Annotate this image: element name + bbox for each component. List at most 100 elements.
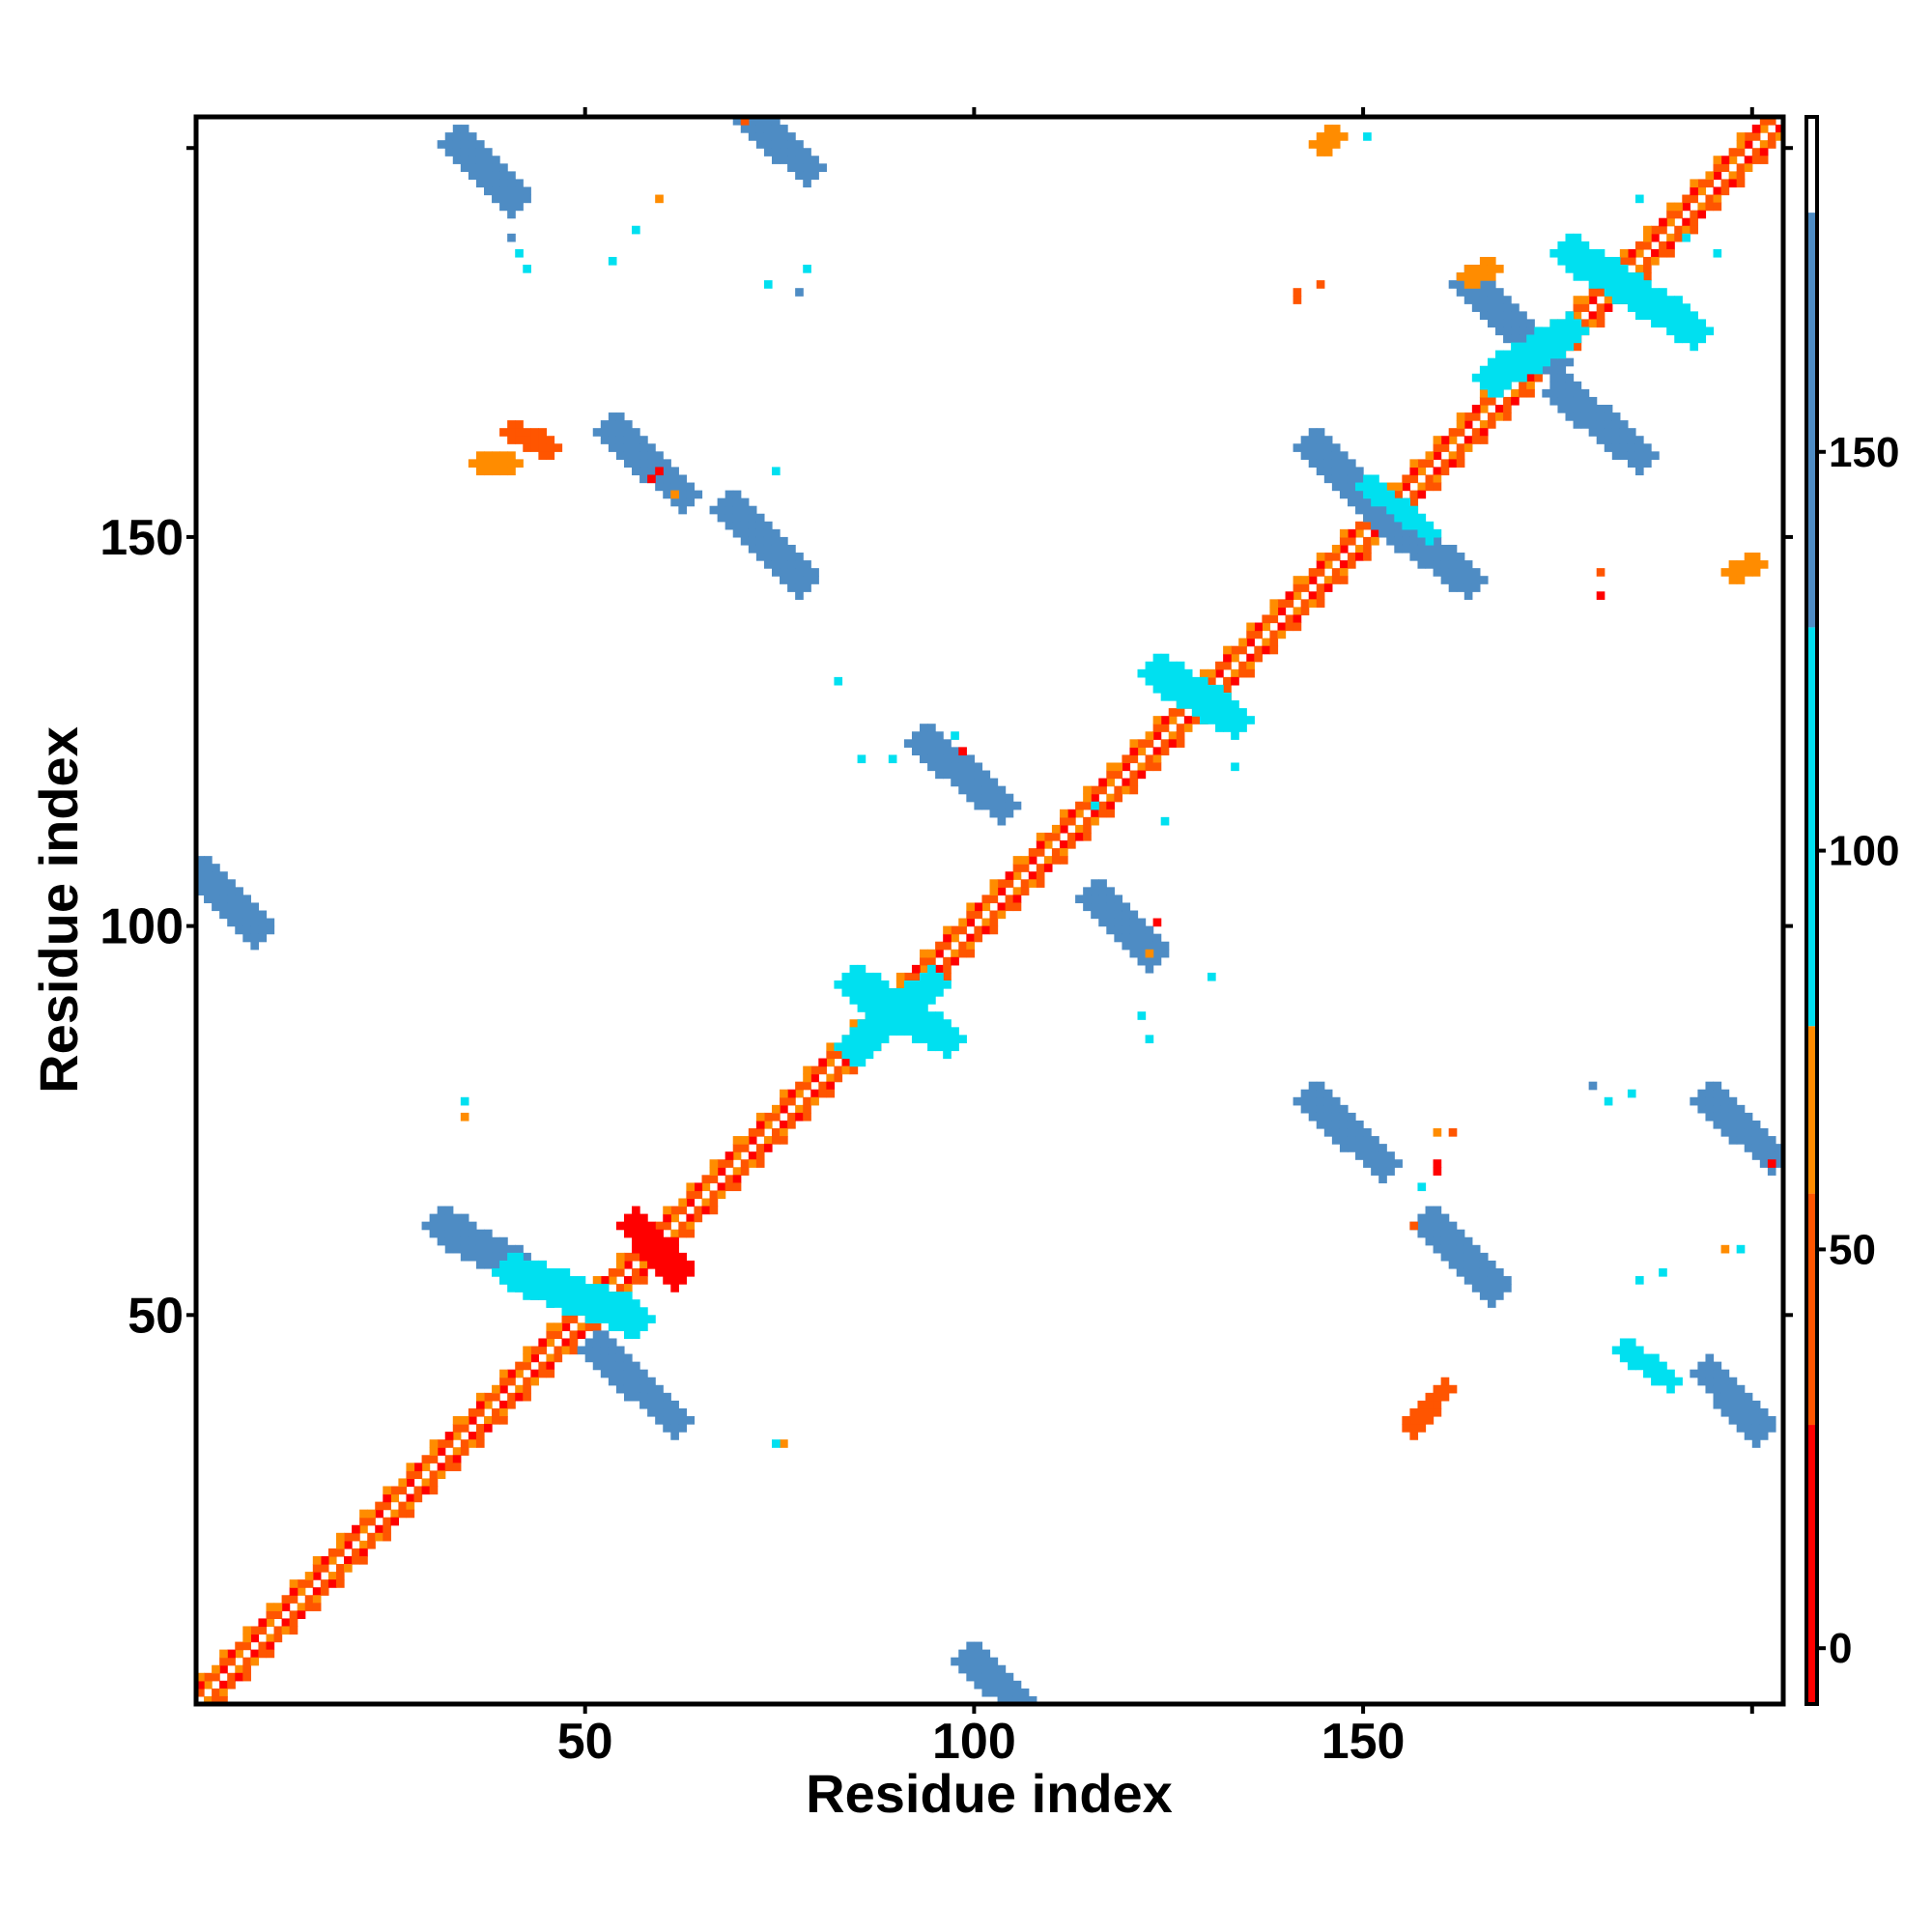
heatmap-cell (1394, 497, 1403, 507)
heatmap-cell (444, 1432, 454, 1440)
heatmap-cell (475, 140, 485, 149)
heatmap-cell (204, 879, 213, 888)
heatmap-cell (227, 879, 236, 888)
heatmap-cell (1440, 467, 1450, 476)
heatmap-cell (787, 132, 796, 141)
heatmap-cell (452, 1244, 462, 1254)
heatmap-cell (1417, 1221, 1427, 1231)
heatmap-cell (1682, 233, 1690, 242)
heatmap-cell (1682, 303, 1690, 312)
heatmap-cell (1005, 801, 1014, 810)
heatmap-cell (577, 1346, 586, 1355)
heatmap-cell (834, 1073, 843, 1083)
heatmap-cell (212, 1695, 220, 1704)
heatmap-cell (335, 1548, 345, 1557)
heatmap-cell (872, 1004, 882, 1012)
heatmap-cell (663, 474, 671, 484)
heatmap-cell (444, 1455, 454, 1463)
heatmap-cell (1448, 1252, 1458, 1262)
heatmap-cell (219, 1695, 228, 1704)
heatmap-cell (1122, 941, 1131, 951)
heatmap-cell (670, 1276, 679, 1285)
heatmap-cell (1098, 895, 1107, 904)
heatmap-cell (1433, 1244, 1442, 1254)
heatmap-cell (1176, 724, 1185, 732)
heatmap-cell (569, 1284, 579, 1293)
heatmap-cell (1386, 536, 1395, 546)
heatmap-cell (888, 1011, 897, 1020)
heatmap-cell (235, 895, 243, 904)
heatmap-cell (1323, 125, 1333, 133)
heatmap-cell (1487, 357, 1496, 367)
heatmap-cell (1316, 459, 1325, 469)
heatmap-cell (795, 171, 804, 181)
heatmap-cell (1433, 1206, 1442, 1215)
heatmap-cell (577, 1284, 586, 1293)
heatmap-cell (951, 956, 959, 966)
heatmap-cell (1759, 125, 1769, 133)
heatmap-cell (1471, 436, 1481, 444)
colorbar-band (1806, 627, 1817, 1027)
heatmap-cell (444, 1206, 454, 1215)
heatmap-cell (943, 1027, 952, 1036)
heatmap-cell (1191, 676, 1201, 686)
heatmap-cell (1347, 1112, 1356, 1122)
heatmap-cell (724, 513, 734, 523)
heatmap-cell (1697, 179, 1707, 188)
heatmap-cell (810, 171, 819, 181)
heatmap-cell (437, 1236, 446, 1246)
heatmap-cell (826, 1089, 836, 1098)
heatmap-cell (615, 1221, 625, 1231)
heatmap-cell (623, 1315, 633, 1323)
heatmap-cell (1720, 1377, 1730, 1386)
heatmap-cell (895, 996, 905, 1005)
heatmap-cell (849, 1050, 859, 1060)
heatmap-cell (1137, 918, 1147, 927)
heatmap-cell (920, 972, 928, 981)
heatmap-cell (927, 1019, 936, 1028)
heatmap-cell (1751, 1407, 1761, 1417)
heatmap-cell (1580, 256, 1590, 266)
heatmap-cell (780, 1096, 788, 1106)
heatmap-cell (1433, 436, 1442, 444)
heatmap-cell (803, 163, 811, 172)
heatmap-cell (1713, 1096, 1722, 1106)
heatmap-cell (1479, 428, 1489, 437)
heatmap-cell (717, 1159, 726, 1168)
colorbar-band (1806, 1026, 1817, 1194)
heatmap-cell (242, 933, 251, 943)
heatmap-cell (1596, 591, 1605, 600)
heatmap-cell (981, 801, 991, 810)
heatmap-cell (1316, 132, 1325, 141)
heatmap-cell (1643, 1361, 1652, 1371)
heatmap-cell (1223, 724, 1232, 732)
heatmap-cell (857, 996, 867, 1005)
heatmap-cell (1604, 420, 1613, 429)
heatmap-cell (1495, 381, 1504, 390)
heatmap-cell (1371, 1144, 1379, 1152)
heatmap-cell (530, 1292, 539, 1300)
heatmap-cell (242, 895, 251, 904)
heatmap-cell (678, 1198, 687, 1208)
heatmap-cell (1519, 373, 1527, 383)
heatmap-cell (1308, 428, 1318, 437)
heatmap-cell (468, 140, 477, 149)
heatmap-cell (1269, 638, 1279, 647)
heatmap-cell (289, 1626, 298, 1635)
heatmap-cell (1223, 700, 1232, 709)
heatmap-cell (1083, 902, 1092, 912)
heatmap-cell (507, 1284, 516, 1293)
heatmap-cell (647, 443, 656, 452)
heatmap-cell (1440, 436, 1450, 444)
heatmap-cell (1043, 864, 1053, 872)
heatmap-cell (1440, 1213, 1450, 1223)
heatmap-cell (1347, 482, 1356, 492)
heatmap-cell (841, 1042, 851, 1052)
heatmap-cell (1316, 1120, 1325, 1129)
heatmap-cell (1736, 560, 1746, 569)
heatmap-cell (857, 1035, 867, 1044)
heatmap-cell (732, 497, 742, 507)
heatmap-cell (1659, 225, 1667, 235)
heatmap-cell (647, 1384, 656, 1394)
heatmap-cell (1697, 1096, 1707, 1106)
